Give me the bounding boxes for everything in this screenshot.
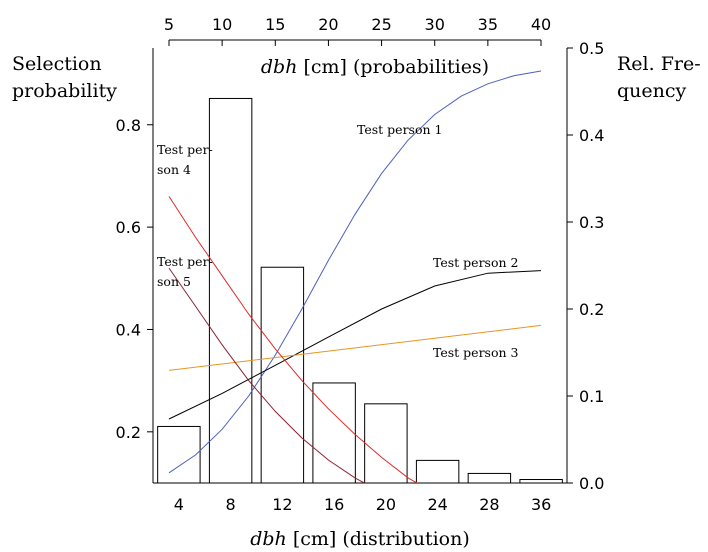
- curve-label: Test person 1: [357, 122, 442, 137]
- right-axis-ticks: 0.0 0.1 0.2 0.3 0.4 0.5: [567, 39, 604, 493]
- bottom-tick-label: 12: [272, 495, 292, 514]
- top-tick-label: 20: [318, 15, 338, 34]
- top-axis-label-rest: [cm] (probabilities): [297, 56, 489, 78]
- curve-label: Test per-: [157, 254, 213, 269]
- right-tick-label: 0.1: [579, 387, 604, 406]
- right-tick-label: 0.3: [579, 213, 604, 232]
- histogram-bar: [467, 472, 512, 484]
- curve-label: Test person 2: [433, 255, 518, 270]
- left-tick-label: 0.8: [116, 116, 141, 135]
- curve-test-person-2: [168, 270, 542, 420]
- top-tick-label: 10: [212, 15, 232, 34]
- left-tick-label: 0.2: [116, 423, 141, 442]
- right-tick-label: 0.4: [579, 126, 604, 145]
- top-axis-ticks: 5 10 15 20 25 30 35 40: [164, 15, 551, 46]
- bottom-tick-label: 8: [226, 495, 236, 514]
- top-axis-label: dbh [cm] (probabilities): [261, 56, 489, 78]
- top-tick-label: 25: [371, 15, 391, 34]
- bottom-tick-label: 16: [324, 495, 344, 514]
- top-tick-label: 35: [478, 15, 498, 34]
- histogram-bar: [157, 425, 201, 484]
- left-axis-title-line-2: probability: [12, 80, 117, 102]
- curve-test-person-3: [168, 324, 542, 371]
- right-tick-label: 0.0: [579, 474, 604, 493]
- histogram-bar: [519, 479, 563, 484]
- top-tick-label: 5: [164, 15, 174, 34]
- curve-label: Test per-: [157, 142, 213, 157]
- histogram-bar: [260, 266, 305, 484]
- bottom-tick-label: 20: [376, 495, 396, 514]
- curve-test-person-1: [168, 70, 542, 474]
- left-axis-title-line-1: Selection: [12, 53, 102, 75]
- curve-test-person-4: [168, 196, 418, 483]
- histogram-bar: [312, 382, 356, 484]
- left-tick-label: 0.6: [116, 218, 141, 237]
- histogram-bar: [364, 403, 408, 484]
- right-axis-title-line-1: Rel. Fre-: [617, 53, 701, 75]
- probability-curves: [168, 70, 542, 483]
- bottom-axis-label: dbh [cm] (distribution): [250, 528, 470, 550]
- right-axis-title-line-2: quency: [617, 80, 687, 102]
- bottom-axis-labels: 4 8 12 16 20 24 28 36: [174, 495, 552, 514]
- bottom-tick-label: 28: [479, 495, 499, 514]
- top-tick-label: 40: [531, 15, 551, 34]
- histogram-bars: [157, 97, 563, 484]
- histogram-bar: [415, 459, 460, 484]
- top-tick-label: 15: [265, 15, 285, 34]
- curve-labels: Test person 1 Test person 2 Test person 3 T…: [157, 122, 519, 360]
- bottom-tick-label: 4: [174, 495, 184, 514]
- bottom-axis-label-italic: dbh: [250, 528, 287, 550]
- bottom-tick-label: 24: [427, 495, 447, 514]
- top-axis-label-italic: dbh: [261, 56, 298, 78]
- right-tick-label: 0.2: [579, 300, 604, 319]
- bottom-axis-label-rest: [cm] (distribution): [287, 528, 470, 550]
- curve-label: Test person 3: [433, 345, 519, 360]
- right-tick-label: 0.5: [579, 39, 604, 58]
- curve-label: son 5: [157, 274, 191, 289]
- curve-label: son 4: [157, 162, 191, 177]
- histogram-bar: [208, 97, 253, 484]
- left-tick-label: 0.4: [116, 320, 141, 339]
- top-tick-label: 30: [425, 15, 445, 34]
- left-axis-ticks: 0.2 0.4 0.6 0.8: [116, 116, 153, 442]
- curve-test-person-5: [168, 267, 366, 483]
- bottom-tick-label: 36: [531, 495, 551, 514]
